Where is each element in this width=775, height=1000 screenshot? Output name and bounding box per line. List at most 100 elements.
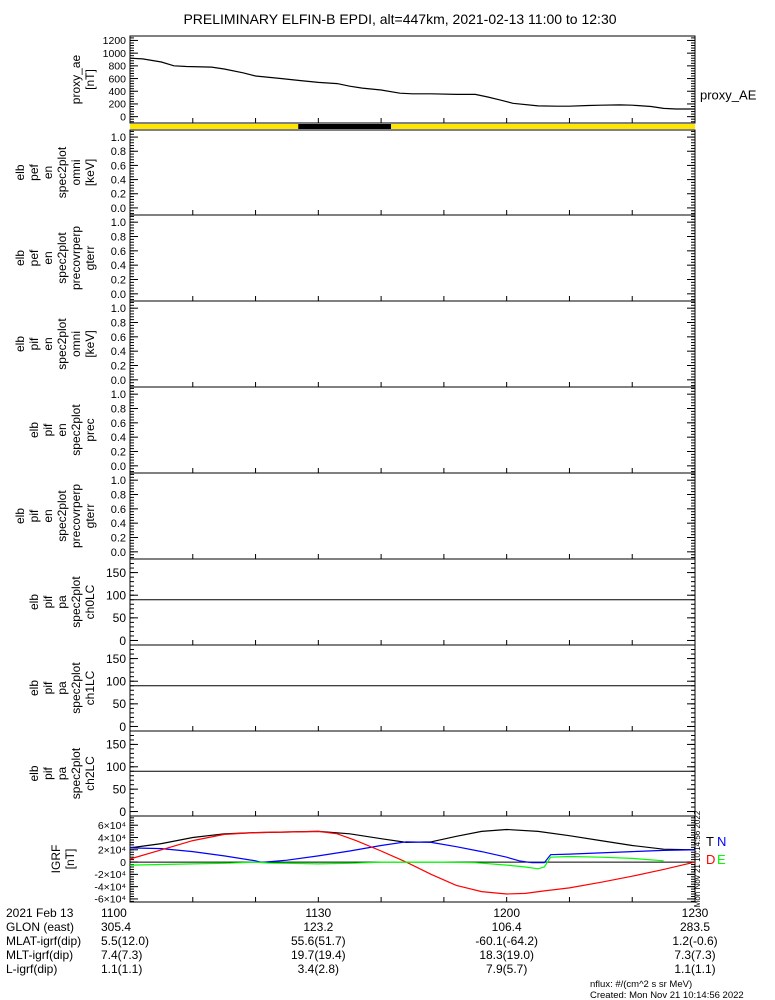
ephem-value: 106.4	[492, 920, 522, 934]
y-tick-label: 0.4	[111, 518, 126, 530]
y-tick-label: 0.4	[111, 346, 126, 358]
y-tick-label: 0.6	[111, 418, 126, 430]
y-tick-label: 50	[113, 611, 127, 625]
ephem-value: 7.3(7.3)	[674, 948, 715, 962]
y-tick-label: 0.6	[111, 246, 126, 258]
panel-2: 0.0 0.2 0.4 0.6 0.8 1.0 elb pef en spec2plot omni[…	[13, 129, 696, 216]
y-tick-label: 0.4	[111, 260, 126, 272]
y-axis-label: elb	[13, 250, 27, 266]
ephem-value: 283.5	[680, 920, 710, 934]
y-axis-label: precovrperp	[69, 484, 83, 548]
y-axis-label: pif	[41, 595, 55, 608]
y-axis-label: pef	[27, 249, 41, 266]
y-tick-label: 0.0	[111, 461, 126, 473]
y-axis-label: pif	[41, 423, 55, 436]
y-axis-label: proxy_ae	[69, 54, 83, 104]
panel-frame	[129, 472, 696, 560]
y-axis-label: elb	[27, 422, 41, 438]
y-axis-label: spec2plot	[55, 490, 69, 542]
y-tick-label: 100	[106, 589, 126, 603]
y-tick-label: 0.2	[111, 532, 126, 544]
y-tick-label: 0	[119, 720, 126, 734]
ephem-value: 1.2(-0.6)	[672, 934, 717, 948]
ephem-value: 7.9(5.7)	[486, 962, 527, 976]
y-tick-label: 0	[120, 111, 126, 123]
y-axis-label: [nT]	[63, 849, 77, 870]
y-tick-label: 400	[108, 86, 126, 98]
y-tick-label: 0	[119, 805, 126, 819]
y-tick-label: 0.8	[111, 146, 126, 158]
ephem-value: 305.4	[101, 920, 131, 934]
panel-frame	[129, 35, 696, 124]
y-tick-label: 0.0	[111, 547, 126, 559]
y-tick-label: -6×10⁴	[94, 894, 126, 906]
y-tick-label: 0.4	[111, 432, 126, 444]
y-axis-label: pa	[55, 681, 69, 695]
y-axis-label: spec2plot	[55, 318, 69, 370]
panel-frame	[129, 300, 696, 388]
y-axis-label: en	[41, 509, 55, 522]
series-N	[129, 841, 696, 864]
y-tick-label: 1.0	[111, 132, 126, 144]
panel-frame	[129, 815, 696, 903]
legend-label: proxy_AE	[700, 88, 757, 103]
ephem-value: 1100	[101, 906, 127, 920]
series-D	[129, 830, 696, 895]
y-axis-label: en	[41, 251, 55, 264]
y-tick-label: -2×10⁴	[94, 869, 126, 881]
series-proxy_AE	[129, 57, 695, 110]
panel-1	[130, 124, 695, 129]
y-tick-label: 150	[106, 566, 126, 580]
y-tick-label: 1.0	[111, 217, 126, 229]
y-axis-label: spec2plot	[69, 747, 83, 799]
y-axis-label: spec2plot	[69, 576, 83, 628]
ephem-value: 3.4(2.8)	[298, 962, 339, 976]
y-axis-label: en	[55, 423, 69, 436]
y-axis-label: pef	[27, 163, 41, 180]
ephem-value: 1.1(1.1)	[674, 962, 715, 976]
y-tick-label: 0.8	[111, 317, 126, 329]
y-axis-label: spec2plot	[55, 146, 69, 198]
y-tick-label: 1.0	[111, 475, 126, 487]
y-axis-label: pa	[55, 595, 69, 609]
zone-segment	[298, 124, 392, 129]
series-E	[129, 855, 664, 870]
y-axis-label: pa	[55, 767, 69, 781]
y-tick-label: 1200	[103, 35, 127, 47]
ephem-value: 7.4(7.3)	[101, 948, 142, 962]
y-tick-label: 600	[108, 73, 126, 85]
ephem-row-label: GLON (east)	[6, 920, 74, 934]
zone-segment	[391, 124, 695, 129]
units-note: nflux: #/(cm^2 s sr MeV)	[590, 979, 692, 990]
panel-frame	[129, 129, 696, 216]
panel-frame	[129, 644, 696, 732]
ephem-row-label: 2021 Feb 13	[6, 906, 74, 920]
zone-segment	[130, 124, 299, 129]
panel-3: 0.0 0.2 0.4 0.6 0.8 1.0 elb pef en spec2plot preco…	[13, 214, 696, 302]
ephem-value: 1230	[682, 906, 709, 920]
y-axis-label: spec2plot	[55, 232, 69, 284]
y-axis-label: omni	[69, 331, 83, 357]
panel-6: 0.0 0.2 0.4 0.6 0.8 1.0 elb pif en spec2plot preco…	[13, 472, 696, 560]
ephem-row-label: MLAT-igrf(dip)	[6, 934, 81, 948]
y-tick-label: 4×10⁴	[98, 832, 126, 844]
y-tick-label: 0.6	[111, 332, 126, 344]
y-tick-label: 0.2	[111, 274, 126, 286]
legend-E: E	[717, 852, 726, 867]
panel-frame	[129, 730, 696, 817]
ephem-value: 1.1(1.1)	[101, 962, 142, 976]
y-axis-label: ch1LC	[83, 670, 97, 705]
y-tick-label: 0.4	[111, 175, 126, 187]
panel-frame	[129, 558, 696, 646]
side-timestamp: Mon Nov 21 10:14:56 2022	[693, 810, 702, 907]
panel-frame	[129, 214, 696, 302]
y-axis-label: [keV]	[83, 330, 97, 357]
y-tick-label: 0.0	[111, 203, 126, 215]
ephem-row-label: MLT-igrf(dip)	[6, 948, 73, 962]
y-tick-label: 0.8	[111, 489, 126, 501]
y-axis-label: pif	[27, 509, 41, 522]
y-axis-label: pif	[41, 681, 55, 694]
y-tick-label: 0.6	[111, 504, 126, 516]
